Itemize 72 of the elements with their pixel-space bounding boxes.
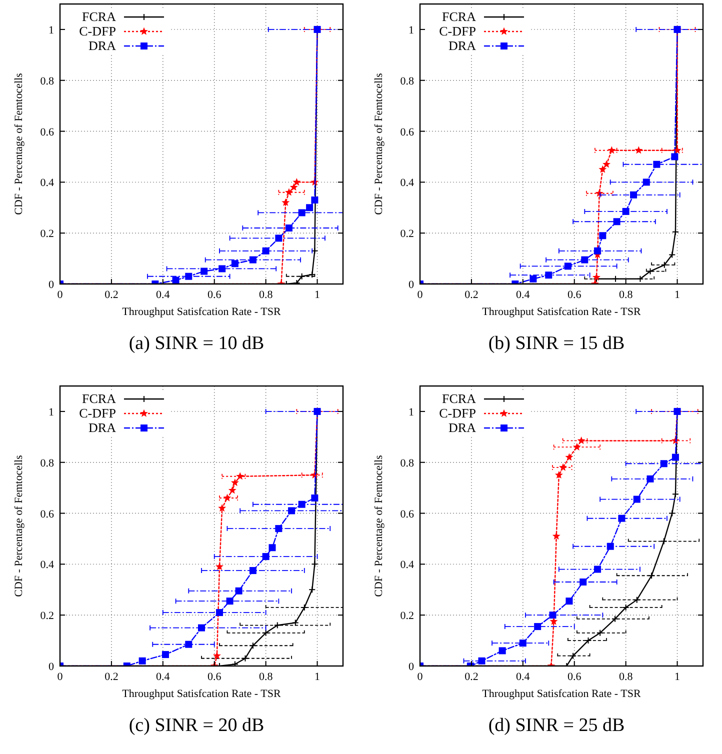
x-tick-label: 1 (674, 671, 680, 683)
x-tick-label: 0.4 (516, 289, 530, 301)
legend-label: DRA (448, 38, 477, 53)
x-axis-title: Throughput Satisfcation Rate - TSR (482, 306, 642, 318)
y-tick-label: 1 (408, 406, 414, 418)
x-tick-label: 0.8 (258, 289, 274, 301)
y-tick-label: 0.8 (40, 457, 54, 470)
y-tick-label: 1 (408, 24, 414, 36)
x-tick-label: 0.2 (104, 289, 118, 301)
y-tick-label: 1 (48, 406, 54, 418)
y-tick-label: 0.2 (40, 610, 54, 622)
y-tick-label: 0.4 (40, 177, 54, 190)
text: (b) SINR = 15 dB (488, 333, 625, 354)
x-tick-label: 0 (57, 671, 64, 683)
y-tick-label: 0.4 (400, 559, 414, 572)
y-tick-label: 0 (408, 661, 414, 673)
y-axis-title: CDF - Percentage of Femtocells (373, 455, 385, 597)
legend-label: FCRA (82, 391, 117, 406)
x-tick-label: 0.4 (156, 671, 170, 683)
x-tick-label: 1 (314, 289, 320, 301)
legend-label: FCRA (442, 391, 477, 406)
legend-label: DRA (88, 420, 117, 435)
y-axis-title: CDF - Percentage of Femtocells (373, 73, 385, 215)
x-tick-label: 0 (417, 671, 424, 683)
y-tick-label: 0 (48, 279, 54, 291)
x-axis-title: Throughput Satisfcation Rate - TSR (122, 688, 282, 700)
x-tick-label: 0.6 (207, 289, 222, 301)
x-tick-label: 0.4 (156, 289, 170, 301)
y-tick-label: 0.8 (400, 457, 414, 470)
legend-label: FCRA (442, 9, 477, 24)
y-tick-label: 1 (48, 24, 54, 36)
y-tick-label: 0 (48, 661, 54, 673)
legend-label: C-DFP (79, 406, 116, 420)
legend-label: DRA (448, 420, 477, 435)
x-axis-title: Throughput Satisfcation Rate - TSR (482, 688, 642, 700)
y-tick-label: 0.2 (400, 610, 414, 622)
legend-label: FCRA (82, 9, 117, 24)
y-tick-label: 0.2 (400, 228, 414, 240)
x-tick-label: 0.8 (618, 671, 634, 683)
x-tick-label: 0.8 (258, 671, 274, 683)
x-tick-label: 0.6 (207, 671, 222, 683)
y-tick-label: 0.4 (40, 559, 54, 572)
y-axis-title: CDF - Percentage of Femtocells (13, 73, 25, 215)
y-tick-label: 0.2 (40, 228, 54, 240)
legend-label: DRA (88, 38, 117, 53)
y-axis-title: CDF - Percentage of Femtocells (13, 455, 25, 597)
x-tick-label: 0.2 (464, 289, 478, 301)
x-tick-label: 0.6 (567, 671, 582, 683)
y-tick-label: 0 (408, 279, 414, 291)
y-tick-label: 0.4 (400, 177, 414, 190)
y-tick-label: 0.6 (400, 508, 414, 520)
y-tick-label: 0.8 (40, 75, 54, 88)
x-tick-label: 0.2 (464, 671, 478, 683)
y-tick-label: 0.6 (400, 126, 414, 138)
legend-label: C-DFP (439, 406, 476, 420)
x-tick-label: 0.4 (516, 671, 530, 683)
x-tick-label: 0 (417, 289, 424, 301)
legend-label: C-DFP (79, 24, 116, 38)
legend-label: C-DFP (439, 24, 476, 38)
x-tick-label: 0.8 (618, 289, 634, 301)
y-tick-label: 0.8 (400, 75, 414, 88)
text: (a) SINR = 10 dB (128, 333, 264, 354)
x-tick-label: 0.6 (567, 289, 582, 301)
text: (d) SINR = 25 dB (488, 715, 625, 736)
x-tick-label: 0 (57, 289, 64, 301)
y-tick-label: 0.6 (40, 508, 54, 520)
x-tick-label: 1 (674, 289, 680, 301)
x-axis-title: Throughput Satisfcation Rate - TSR (122, 306, 282, 318)
y-tick-label: 0.6 (40, 126, 54, 138)
x-tick-label: 0.2 (104, 671, 118, 683)
text: (c) SINR = 20 dB (128, 715, 264, 736)
x-tick-label: 1 (314, 671, 320, 683)
